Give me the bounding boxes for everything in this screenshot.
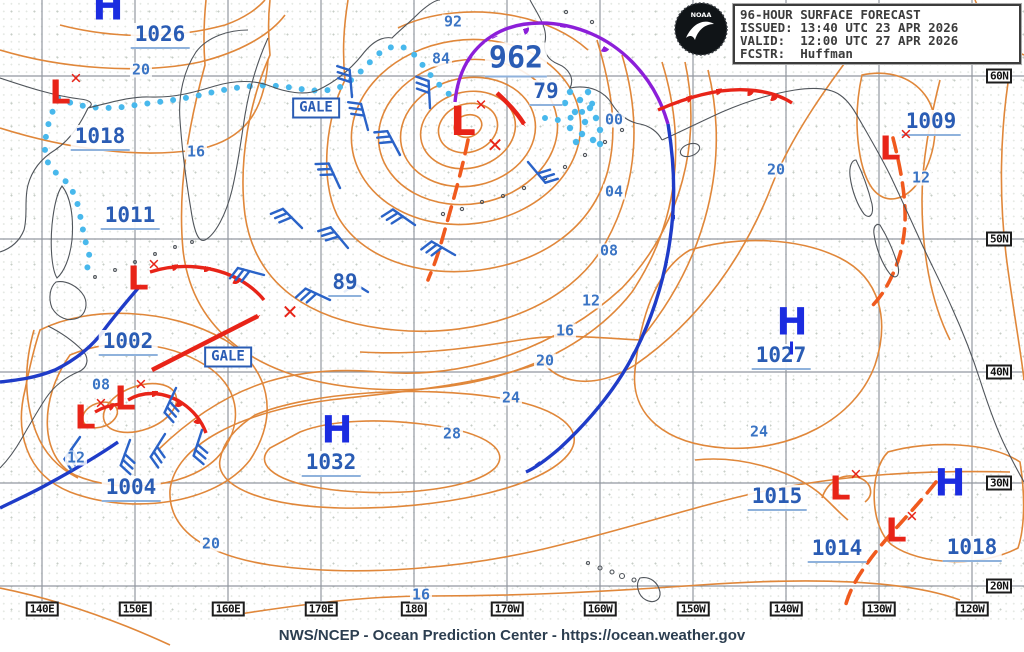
pressure-value-label: 1018 (942, 536, 1002, 562)
isobar-value-label: 00 (602, 110, 626, 129)
gale-warning-label: GALE (204, 346, 252, 368)
low-center-x-icon: ✕ (905, 507, 919, 526)
isobar-value-label: 28 (440, 424, 464, 443)
longitude-label: 150E (118, 601, 152, 617)
pressure-value-label: 1002 (98, 330, 158, 356)
longitude-label: 180 (400, 601, 428, 617)
isobar-value-label: 08 (597, 241, 621, 260)
isobar-value-label: 84 (429, 49, 453, 68)
ice-edge (41, 43, 603, 275)
fronts (0, 21, 793, 510)
gale-warning-label: GALE (292, 97, 340, 119)
forecast-info-line: FCSTR: Huffman (740, 46, 853, 61)
low-center-x-icon: ✕ (849, 465, 863, 484)
pressure-value-label: 1009 (901, 110, 961, 136)
isobar-value-label: 24 (747, 422, 771, 441)
longitude-label: 160E (211, 601, 245, 617)
trough-lines (426, 136, 938, 610)
pressure-value-label: 89 (328, 271, 362, 297)
low-center-x-icon: ✕ (899, 125, 913, 144)
noaa-logo: NOAA (674, 2, 728, 56)
pressure-value-label: 1011 (100, 204, 160, 230)
pressure-value-label: 962 (484, 42, 548, 78)
noaa-logo-text: NOAA (691, 11, 712, 19)
isobar-value-label: 12 (64, 448, 88, 467)
low-center-symbol: L ✕ (127, 255, 161, 298)
longitude-label: 120W (955, 601, 989, 617)
pressure-value-label: 1027 (751, 344, 811, 370)
latitude-label: 50N (986, 231, 1013, 247)
low-center-symbol: L ✕ (450, 96, 488, 145)
forecast-info-line: VALID: 12:00 UTC 27 APR 2026 (740, 33, 959, 48)
longitude-label: 140E (25, 601, 59, 617)
isobar-value-label: 04 (602, 182, 626, 201)
isobar-value-label: 12 (909, 168, 933, 187)
longitude-label: 160W (583, 601, 617, 617)
warm-front-small (94, 402, 121, 414)
low-center-symbol: L ✕ (74, 394, 108, 437)
gale-arrows (150, 91, 526, 373)
low-center-x-icon: ✕ (134, 375, 148, 394)
longitude-label: 170E (304, 601, 338, 617)
isobar-value-label: 08 (89, 375, 113, 394)
high-center-symbol: H (776, 300, 808, 344)
pressure-value-label: 1026 (130, 23, 190, 49)
isobar-value-label: 16 (553, 321, 577, 340)
latitude-label: 60N (986, 68, 1013, 84)
high-center-symbol: H (321, 408, 353, 452)
low-center-symbol: L ✕ (829, 465, 863, 508)
longitude-label: 150W (676, 601, 710, 617)
isobar-value-label: 12 (579, 291, 603, 310)
isobar-value-label: 20 (764, 160, 788, 179)
isobar-value-label: 20 (129, 60, 153, 79)
high-center-symbol: H (92, 0, 124, 29)
credit-text: NWS/NCEP - Ocean Prediction Center - htt… (278, 627, 746, 644)
forecast-info-line: 96-HOUR SURFACE FORECAST (740, 7, 921, 22)
low-center-symbol: L ✕ (114, 375, 148, 418)
gale-arrow-west (150, 313, 258, 373)
latitude-label: 20N (986, 578, 1013, 594)
isobar-value-label: 92 (441, 12, 465, 31)
longitude-label: 130W (862, 601, 896, 617)
low-center-symbol: L ✕ (885, 507, 919, 550)
low-center-x-icon: ✕ (147, 255, 161, 274)
pressure-value-label: 1032 (301, 451, 361, 477)
low-center-symbol: L ✕ (879, 125, 913, 168)
forecast-info-box: 96-HOUR SURFACE FORECAST ISSUED: 13:40 UT… (732, 3, 1022, 65)
latitude-label: 30N (986, 475, 1013, 491)
low-center-x-icon: ✕ (69, 69, 83, 88)
seagull-icon (686, 21, 714, 40)
longitude-label: 170W (490, 601, 524, 617)
isobar-value-label: 20 (533, 351, 557, 370)
isobar-value-label: 16 (409, 585, 433, 604)
low-center-symbol: L ✕ (49, 69, 83, 112)
isobar-value-label: 16 (184, 142, 208, 161)
pressure-value-label: 1004 (101, 476, 161, 502)
gale-arrow-low (495, 91, 526, 124)
front-position-x-mark: ✕ (486, 133, 504, 157)
longitude-label: 140W (769, 601, 803, 617)
isobar-value-label: 20 (199, 534, 223, 553)
latitude-label: 40N (986, 364, 1013, 380)
low-center-x-icon: ✕ (474, 96, 488, 114)
pressure-value-label: 1014 (807, 537, 867, 563)
pressure-value-label: 1018 (70, 125, 130, 151)
pressure-value-label: 79 (529, 80, 563, 106)
isobar-value-label: 24 (499, 388, 523, 407)
front-position-x-mark: ✕ (281, 300, 299, 324)
ice-edge-cluster (561, 88, 604, 148)
pressure-value-label: 1015 (747, 485, 807, 511)
high-center-symbol: H (934, 461, 966, 505)
low-center-x-icon: ✕ (94, 394, 108, 413)
forecast-info-line: ISSUED: 13:40 UTC 23 APR 2026 (740, 20, 959, 35)
